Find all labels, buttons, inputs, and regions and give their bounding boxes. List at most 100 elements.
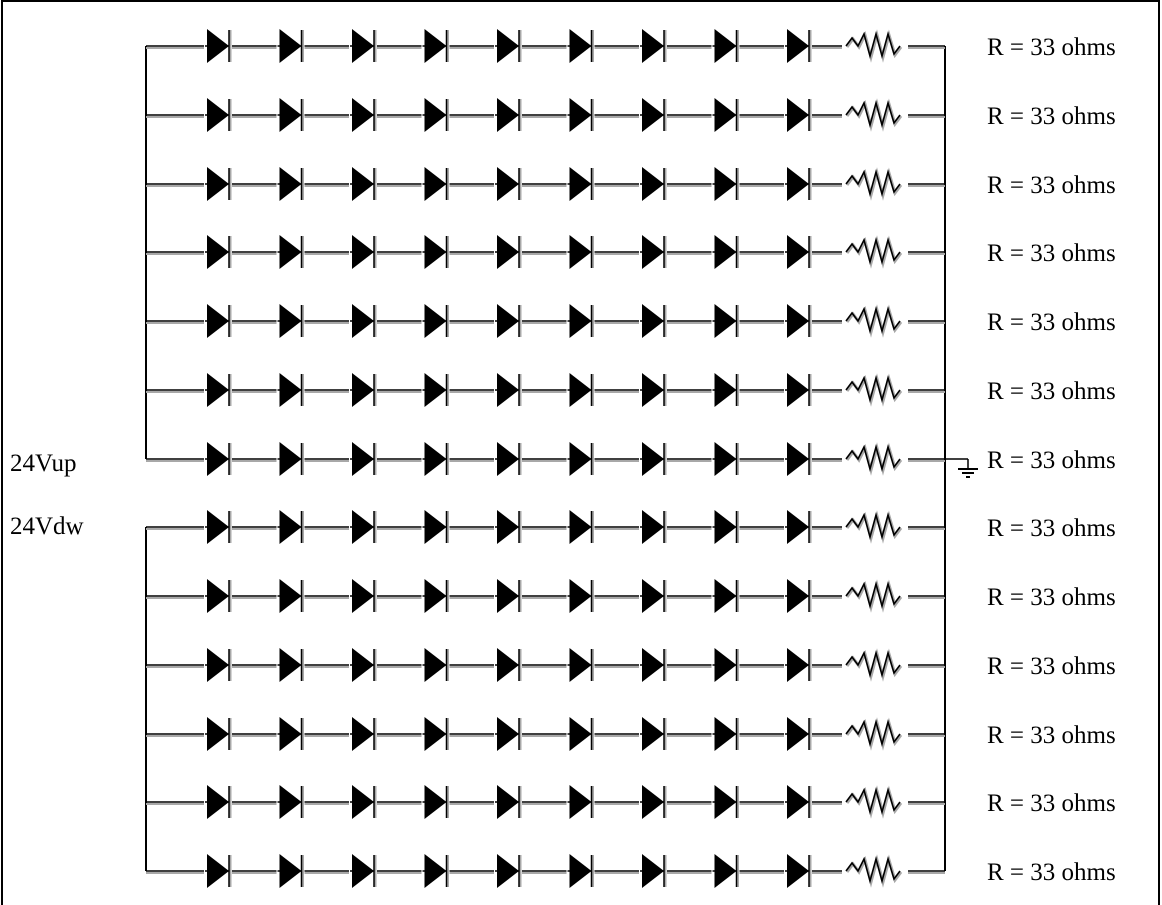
led-diode-icon [784,98,812,132]
led-diode-icon [276,854,305,888]
led-diode-icon [349,29,377,63]
led-diode-icon [276,648,305,682]
led-diode-icon [784,854,812,888]
led-diode-icon [421,167,450,201]
supply-label-upper: 24Vup [10,450,77,477]
resistor-label: R = 33 ohms [987,378,1116,405]
led-diode-icon [349,717,377,751]
led-diode-icon [276,304,305,338]
led-diode-icon [494,373,522,407]
led-diode-icon [784,785,812,819]
led-diode-icon [566,785,595,819]
supply-label-lower: 24Vdw [10,513,84,540]
led-row: R = 33 ohms [146,29,1116,63]
led-diode-icon [421,854,450,888]
resistor-icon [842,785,908,819]
led-row: R = 33 ohms [146,98,1116,132]
led-diode-icon [349,854,377,888]
led-diode-icon [421,373,450,407]
led-diode-icon [566,98,595,132]
led-diode-icon [566,854,595,888]
led-diode-icon [711,98,740,132]
led-diode-icon [494,579,522,613]
led-diode-icon [639,167,667,201]
led-diode-icon [276,373,305,407]
supply-labels: 24Vup 24Vdw [10,450,84,540]
resistor-icon [842,648,908,682]
led-diode-icon [349,648,377,682]
led-row: R = 33 ohms [146,717,1116,751]
led-diode-icon [639,579,667,613]
led-diode-icon [204,167,232,201]
resistor-label: R = 33 ohms [987,722,1116,749]
resistor-icon [842,442,908,476]
led-diode-icon [204,510,232,544]
resistor-label: R = 33 ohms [987,584,1116,611]
resistor-zigzag [845,786,901,816]
led-diode-icon [639,304,667,338]
led-diode-icon [566,167,595,201]
led-diode-icon [711,648,740,682]
resistor-zigzag [845,30,901,60]
led-diode-icon [276,510,305,544]
resistor-zigzag [845,305,901,335]
led-row: R = 33 ohms [146,510,1116,544]
led-row: R = 33 ohms [146,167,1116,201]
led-diode-icon [204,854,232,888]
resistor-label: R = 33 ohms [987,859,1116,886]
led-diode-icon [784,579,812,613]
led-diode-icon [711,510,740,544]
led-diode-icon [276,29,305,63]
led-diode-icon [494,442,522,476]
led-diode-icon [349,579,377,613]
led-row: R = 33 ohms [146,579,1116,613]
led-diode-icon [711,785,740,819]
resistor-label: R = 33 ohms [987,240,1116,267]
led-diode-icon [784,167,812,201]
led-diode-icon [566,442,595,476]
led-diode-icon [204,235,232,269]
resistor-label: R = 33 ohms [987,790,1116,817]
led-diode-icon [276,167,305,201]
led-diode-icon [349,98,377,132]
resistor-zigzag [845,580,901,610]
resistor-label: R = 33 ohms [987,653,1116,680]
led-diode-icon [639,29,667,63]
led-diode-icon [349,442,377,476]
led-diode-icon [711,235,740,269]
led-diode-icon [566,304,595,338]
led-diode-icon [421,29,450,63]
led-diode-icon [204,29,232,63]
resistor-label: R = 33 ohms [987,309,1116,336]
led-diode-icon [784,29,812,63]
led-diode-icon [566,717,595,751]
led-diode-icon [711,167,740,201]
led-row: R = 33 ohms [146,442,1116,476]
led-diode-icon [639,442,667,476]
resistor-icon [842,235,908,269]
resistor-label: R = 33 ohms [987,447,1116,474]
resistor-icon [842,579,908,613]
led-diode-icon [494,510,522,544]
led-diode-icon [276,785,305,819]
led-diode-icon [711,29,740,63]
led-diode-icon [204,785,232,819]
led-diode-icon [639,373,667,407]
resistor-icon [842,98,908,132]
resistor-icon [842,167,908,201]
led-diode-icon [784,373,812,407]
led-diode-icon [421,579,450,613]
resistor-zigzag [845,511,901,541]
resistor-label: R = 33 ohms [987,34,1116,61]
led-diode-icon [276,442,305,476]
led-diode-icon [204,648,232,682]
resistor-zigzag [845,649,901,679]
led-row: R = 33 ohms [146,648,1116,682]
led-diode-icon [639,717,667,751]
led-diode-icon [566,579,595,613]
resistor-icon [842,373,908,407]
led-diode-icon [711,854,740,888]
